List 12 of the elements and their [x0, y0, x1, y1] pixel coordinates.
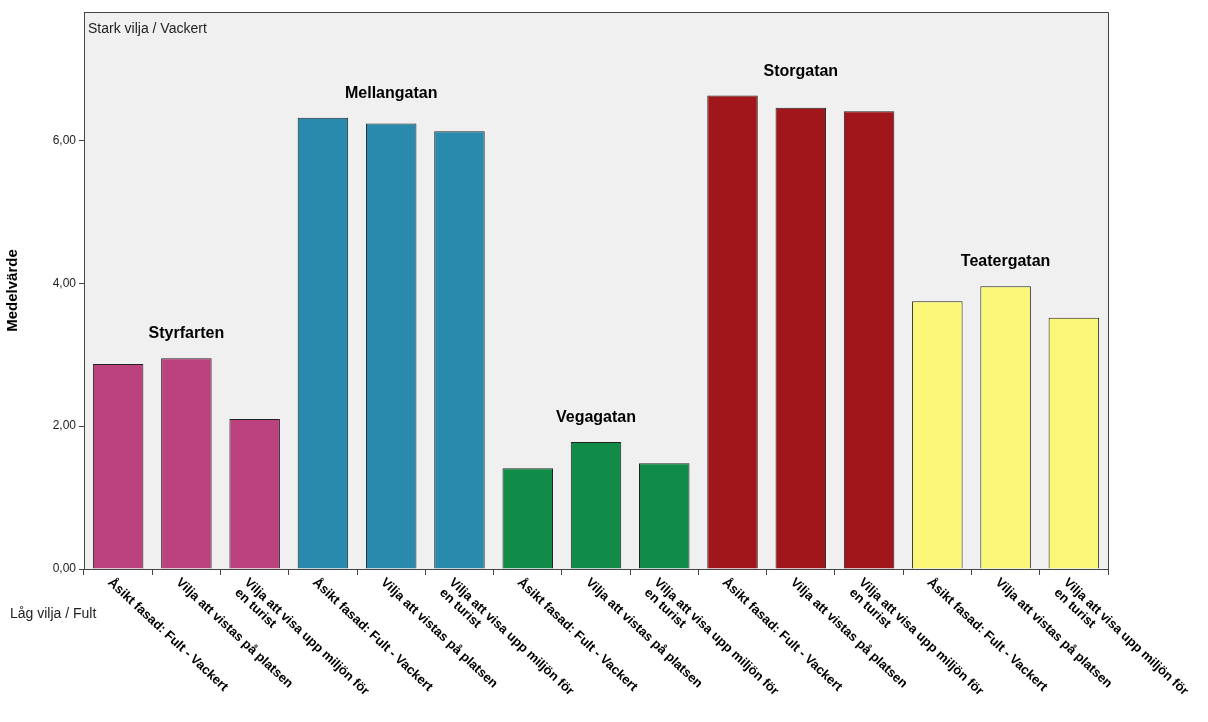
- text: Låg vilja / Fult: [10, 604, 97, 621]
- annotation: Stark vilja / Vackert: [88, 19, 207, 36]
- series-label: Teatergatan: [960, 252, 1051, 270]
- series-label: Mellangatan: [344, 83, 438, 101]
- series-label: Vegagatan: [555, 407, 637, 425]
- series-label: Storgatan: [763, 61, 839, 79]
- series-label: Styrfarten: [148, 324, 225, 342]
- y-tick-label: 6,00: [52, 132, 77, 147]
- y-tick-label: 0,00: [52, 561, 77, 576]
- y-axis-title: Medelvärde: [3, 249, 21, 332]
- y-tick-label: 2,00: [52, 418, 77, 433]
- y-tick-label: 4,00: [52, 275, 77, 290]
